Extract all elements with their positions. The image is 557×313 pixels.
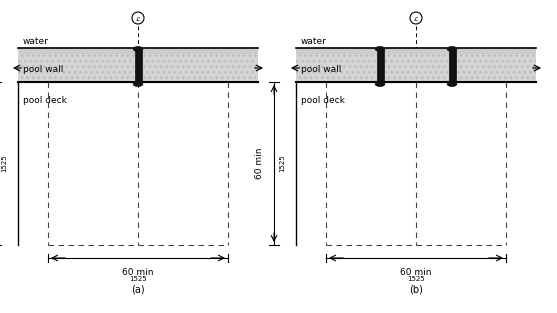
Text: pool deck: pool deck [301, 96, 345, 105]
Ellipse shape [133, 81, 143, 86]
Text: 1525: 1525 [129, 276, 147, 282]
Ellipse shape [375, 47, 385, 52]
Text: 1525: 1525 [1, 155, 7, 172]
Ellipse shape [447, 81, 457, 86]
Text: pool wall: pool wall [301, 64, 341, 74]
Text: pool wall: pool wall [23, 64, 63, 74]
Text: (a): (a) [131, 285, 145, 295]
Bar [296, 54, 536, 82]
Bar [296, 54, 536, 82]
Text: water: water [301, 38, 327, 47]
Bar [448, 49, 456, 81]
Ellipse shape [447, 47, 457, 52]
Ellipse shape [133, 47, 143, 52]
Text: 60 min: 60 min [400, 268, 432, 277]
Text: 1525: 1525 [279, 155, 285, 172]
Text: 1525: 1525 [407, 276, 425, 282]
Bar [296, 48, 536, 54]
Text: (b): (b) [409, 285, 423, 295]
Bar [134, 49, 141, 81]
Text: 60 min: 60 min [122, 268, 154, 277]
Text: 60 min: 60 min [256, 148, 265, 179]
Text: $\mathcal{L}$: $\mathcal{L}$ [413, 15, 419, 23]
Ellipse shape [375, 81, 385, 86]
Bar [18, 54, 258, 82]
Text: water: water [23, 38, 49, 47]
Bar [18, 48, 258, 54]
Bar [377, 49, 384, 81]
Text: pool deck: pool deck [23, 96, 67, 105]
Bar [18, 54, 258, 82]
Text: $\mathcal{L}$: $\mathcal{L}$ [135, 15, 141, 23]
